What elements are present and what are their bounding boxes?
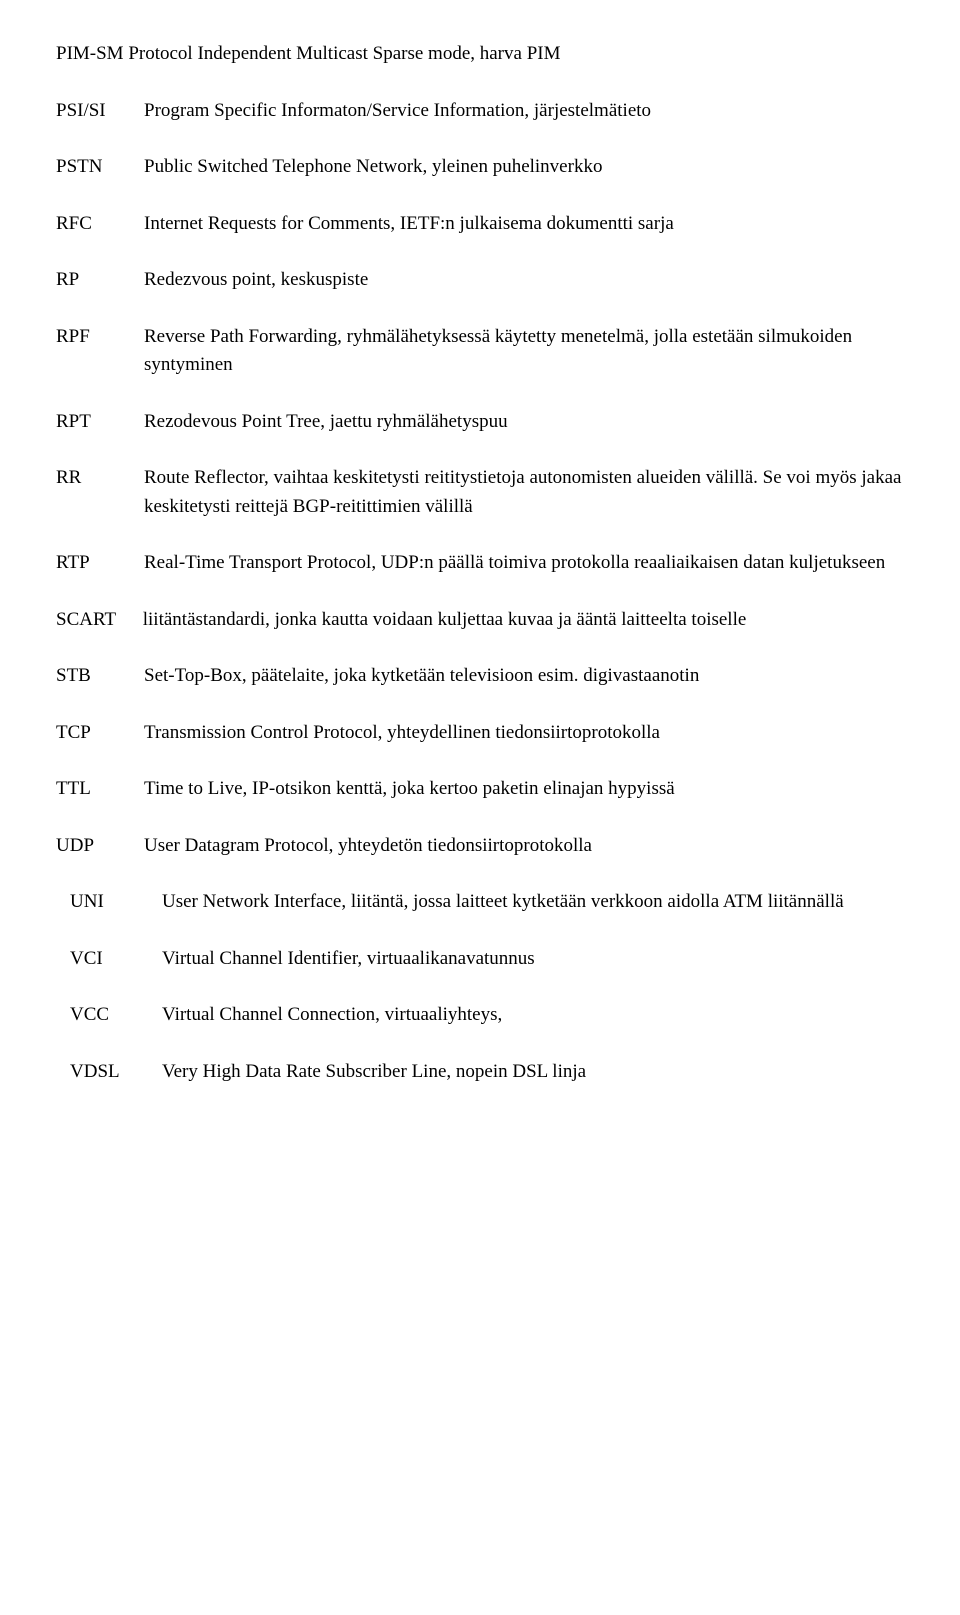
abbr: SCART <box>56 606 138 635</box>
abbr: TCP <box>56 719 144 748</box>
definition-row: RFCInternet Requests for Comments, IETF:… <box>56 210 904 239</box>
definition-row: TTLTime to Live, IP-otsikon kenttä, joka… <box>56 775 904 804</box>
definition-entry: VDSLVery High Data Rate Subscriber Line,… <box>56 1058 904 1087</box>
definition-text: Redezvous point, keskuspiste <box>144 266 904 295</box>
definition-text: Time to Live, IP-otsikon kenttä, joka ke… <box>144 775 904 804</box>
definition-text: Transmission Control Protocol, yhteydell… <box>144 719 904 748</box>
definition-row: VDSLVery High Data Rate Subscriber Line,… <box>56 1058 904 1087</box>
abbr: PIM-SM <box>56 43 124 64</box>
definition-row: UDPUser Datagram Protocol, yhteydetön ti… <box>56 832 904 861</box>
abbr: RPF <box>56 323 144 352</box>
definition-row: PSI/SIProgram Specific Informaton/Servic… <box>56 97 904 126</box>
definition-row: RPTRezodevous Point Tree, jaettu ryhmälä… <box>56 408 904 437</box>
definition-row: STBSet-Top-Box, päätelaite, joka kytketä… <box>56 662 904 691</box>
definition-text: Virtual Channel Identifier, virtuaalikan… <box>162 945 904 974</box>
definition-text: Public Switched Telephone Network, ylein… <box>144 153 904 182</box>
definition-entry: PSI/SIProgram Specific Informaton/Servic… <box>56 97 904 126</box>
definition-row: UNIUser Network Interface, liitäntä, jos… <box>56 888 904 917</box>
abbr: TTL <box>56 775 144 804</box>
abbr: RFC <box>56 210 144 239</box>
definition-text: Very High Data Rate Subscriber Line, nop… <box>162 1058 904 1087</box>
definition-row: TCPTransmission Control Protocol, yhteyd… <box>56 719 904 748</box>
definition-text: Real-Time Transport Protocol, UDP:n pääl… <box>144 549 904 578</box>
definition-row: SCART liitäntästandardi, jonka kautta vo… <box>56 606 904 635</box>
definition-row: VCIVirtual Channel Identifier, virtuaali… <box>56 945 904 974</box>
definition-entry: RTPReal-Time Transport Protocol, UDP:n p… <box>56 549 904 578</box>
definition-entry: PIM-SM Protocol Independent Multicast Sp… <box>56 40 904 69</box>
definition-text: User Datagram Protocol, yhteydetön tiedo… <box>144 832 904 861</box>
definition-text: User Network Interface, liitäntä, jossa … <box>162 888 904 917</box>
abbr: STB <box>56 662 144 691</box>
abbr: RR <box>56 464 144 493</box>
abbr: UDP <box>56 832 144 861</box>
definition-text: Set-Top-Box, päätelaite, joka kytketään … <box>144 662 904 691</box>
definition-text: Virtual Channel Connection, virtuaaliyht… <box>162 1001 904 1030</box>
abbr: RPT <box>56 408 144 437</box>
definition-entry: VCIVirtual Channel Identifier, virtuaali… <box>56 945 904 974</box>
definition-row: PIM-SM Protocol Independent Multicast Sp… <box>56 40 904 69</box>
definitions-list: PIM-SM Protocol Independent Multicast Sp… <box>56 40 904 1086</box>
definition-entry: STBSet-Top-Box, päätelaite, joka kytketä… <box>56 662 904 691</box>
definition-entry: RPTRezodevous Point Tree, jaettu ryhmälä… <box>56 408 904 437</box>
definition-entry: VCCVirtual Channel Connection, virtuaali… <box>56 1001 904 1030</box>
definition-entry: TCPTransmission Control Protocol, yhteyd… <box>56 719 904 748</box>
definition-text: Route Reflector, vaihtaa keskitetysti re… <box>144 464 904 521</box>
definition-entry: RFCInternet Requests for Comments, IETF:… <box>56 210 904 239</box>
definition-row: PSTNPublic Switched Telephone Network, y… <box>56 153 904 182</box>
definition-text: Protocol Independent Multicast Sparse mo… <box>128 43 560 64</box>
definition-text: Reverse Path Forwarding, ryhmälähetykses… <box>144 323 904 380</box>
definition-text: liitäntästandardi, jonka kautta voidaan … <box>143 609 747 630</box>
definition-text: Rezodevous Point Tree, jaettu ryhmälähet… <box>144 408 904 437</box>
definition-row: RRRoute Reflector, vaihtaa keskitetysti … <box>56 464 904 521</box>
definition-entry: UNIUser Network Interface, liitäntä, jos… <box>56 888 904 917</box>
definition-entry: UDPUser Datagram Protocol, yhteydetön ti… <box>56 832 904 861</box>
definition-text: Program Specific Informaton/Service Info… <box>144 97 904 126</box>
definition-entry: RPFReverse Path Forwarding, ryhmälähetyk… <box>56 323 904 380</box>
abbr: PSI/SI <box>56 97 144 126</box>
definition-entry: RPRedezvous point, keskuspiste <box>56 266 904 295</box>
abbr: RP <box>56 266 144 295</box>
abbr: PSTN <box>56 153 144 182</box>
definition-row: RPFReverse Path Forwarding, ryhmälähetyk… <box>56 323 904 380</box>
definition-row: VCCVirtual Channel Connection, virtuaali… <box>56 1001 904 1030</box>
abbr: RTP <box>56 549 144 578</box>
abbr: VDSL <box>70 1058 162 1087</box>
abbr: VCI <box>70 945 162 974</box>
definition-entry: TTLTime to Live, IP-otsikon kenttä, joka… <box>56 775 904 804</box>
definition-text: Internet Requests for Comments, IETF:n j… <box>144 210 904 239</box>
definition-entry: SCART liitäntästandardi, jonka kautta vo… <box>56 606 904 635</box>
definition-row: RTPReal-Time Transport Protocol, UDP:n p… <box>56 549 904 578</box>
definition-entry: RRRoute Reflector, vaihtaa keskitetysti … <box>56 464 904 521</box>
abbr: VCC <box>70 1001 162 1030</box>
abbr: UNI <box>70 888 162 917</box>
definition-entry: PSTNPublic Switched Telephone Network, y… <box>56 153 904 182</box>
definition-row: RPRedezvous point, keskuspiste <box>56 266 904 295</box>
